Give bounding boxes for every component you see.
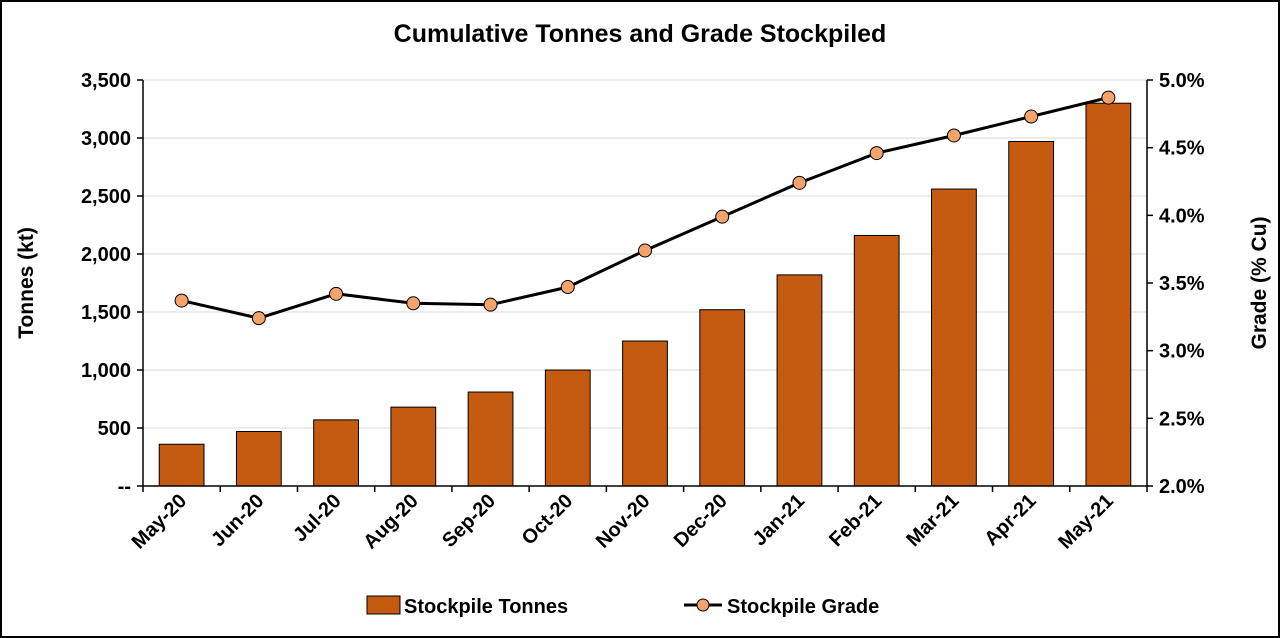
grade-marker bbox=[715, 209, 730, 224]
y-tick-label: 1,000 bbox=[81, 360, 131, 382]
y2-tick-label: 2.5% bbox=[1159, 408, 1205, 430]
x-tick-label: Sep-20 bbox=[438, 490, 500, 552]
x-tick-label: Nov-20 bbox=[592, 490, 655, 553]
grade-marker bbox=[638, 243, 652, 258]
legend-line-marker bbox=[696, 598, 710, 612]
line-series bbox=[174, 90, 1116, 326]
x-tick-label: Jun-20 bbox=[207, 490, 268, 551]
y-tick-label: 1,500 bbox=[81, 302, 131, 324]
y2-tick-label: 4.0% bbox=[1159, 205, 1205, 227]
gridlines bbox=[143, 79, 1147, 429]
legend-line-label: Stockpile Grade bbox=[727, 596, 879, 618]
bar bbox=[622, 340, 668, 487]
y-axis-label: Tonnes (kt) bbox=[15, 227, 38, 339]
x-tick-label: Oct-20 bbox=[518, 490, 578, 550]
grade-marker bbox=[329, 286, 344, 301]
legend-bar-swatch bbox=[366, 595, 401, 615]
bar bbox=[467, 391, 514, 487]
bar bbox=[390, 406, 437, 487]
x-tick-label: Apr-21 bbox=[980, 490, 1040, 550]
y2-axis-ticks: 2.0% 2.5% 3.0% 3.5% 4.0% 4.5% 5.0% bbox=[1147, 70, 1205, 498]
x-tick-label: Mar-21 bbox=[902, 490, 963, 551]
y2-tick-label: 3.0% bbox=[1159, 341, 1205, 363]
grade-marker bbox=[483, 297, 498, 312]
bar bbox=[776, 274, 823, 487]
y-tick-label: 2,000 bbox=[81, 244, 131, 266]
bar-series bbox=[158, 102, 1132, 487]
grade-marker bbox=[792, 175, 807, 190]
x-tick-label: Jan-21 bbox=[749, 490, 809, 550]
grade-marker bbox=[869, 146, 884, 161]
bar bbox=[1085, 102, 1132, 487]
bar bbox=[235, 430, 282, 487]
bar bbox=[544, 369, 591, 487]
grade-marker bbox=[946, 128, 961, 143]
bar bbox=[158, 443, 205, 487]
grade-marker bbox=[1101, 90, 1116, 105]
y-tick-label: 500 bbox=[98, 418, 131, 440]
grade-marker bbox=[560, 280, 575, 295]
bar bbox=[931, 188, 977, 487]
y-tick-label: -- bbox=[118, 476, 131, 498]
bar bbox=[699, 309, 746, 487]
bar bbox=[313, 419, 359, 487]
grade-marker bbox=[406, 296, 421, 311]
x-tick-label: May-21 bbox=[1054, 490, 1118, 554]
bar bbox=[1008, 140, 1055, 487]
y2-tick-label: 2.0% bbox=[1159, 476, 1205, 498]
y-tick-label: 2,500 bbox=[81, 186, 131, 208]
x-axis-ticks: May-20 Jun-20 Jul-20 Aug-20 Sep-20 Oct-20 Nov-… bbox=[128, 486, 1148, 554]
y2-axis-label: Grade (% Cu) bbox=[1248, 216, 1271, 349]
legend-bar-label: Stockpile Tonnes bbox=[404, 596, 568, 618]
y2-tick-label: 4.5% bbox=[1159, 138, 1205, 160]
y-axis-ticks: -- 500 1,000 1,500 2,000 2,500 3,000 3,500 bbox=[81, 70, 143, 498]
x-tick-label: Aug-20 bbox=[359, 490, 422, 553]
bar bbox=[853, 234, 900, 487]
x-tick-label: May-20 bbox=[128, 490, 192, 554]
legend: Stockpile Tonnes Stockpile Grade bbox=[366, 595, 879, 618]
y-tick-label: 3,000 bbox=[81, 128, 131, 150]
grade-marker bbox=[174, 293, 189, 308]
grade-marker bbox=[251, 311, 266, 326]
y2-tick-label: 5.0% bbox=[1159, 70, 1205, 92]
x-tick-label: Dec-20 bbox=[670, 490, 732, 552]
chart-title: Cumulative Tonnes and Grade Stockpiled bbox=[394, 20, 887, 48]
grade-marker bbox=[1024, 109, 1039, 124]
y-tick-label: 3,500 bbox=[81, 70, 131, 92]
x-tick-label: Feb-21 bbox=[825, 490, 886, 551]
x-tick-label: Jul-20 bbox=[289, 490, 345, 546]
y2-tick-label: 3.5% bbox=[1159, 273, 1205, 295]
